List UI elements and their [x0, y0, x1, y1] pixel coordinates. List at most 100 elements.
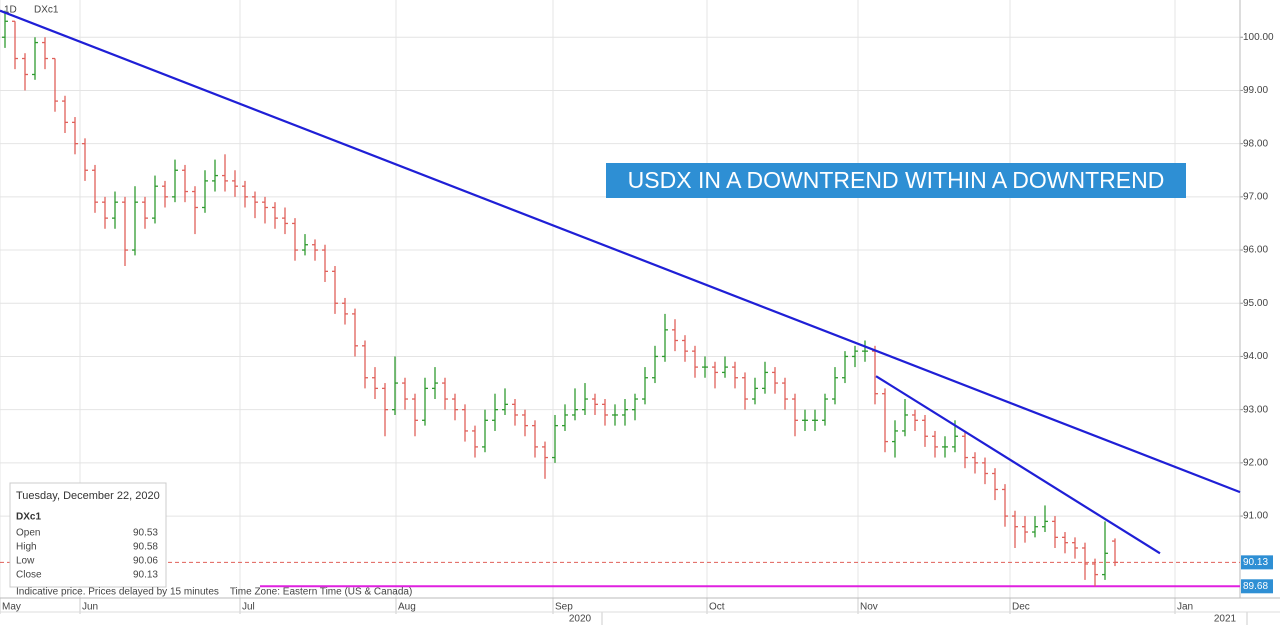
ohlc-bar: [522, 409, 528, 437]
x-tick-label: Sep: [555, 602, 573, 613]
ohlc-bar: [202, 170, 208, 213]
ohlc-bar: [862, 340, 868, 362]
ohlc-bar: [382, 383, 388, 437]
ohlc-bar: [622, 399, 628, 426]
ohlc-bar: [512, 399, 518, 426]
ohlc-bar: [672, 319, 678, 352]
ohlc-bar: [1062, 532, 1068, 554]
ohlc-bar: [192, 186, 198, 235]
ohlc-bar: [352, 308, 358, 357]
ohlc-bar: [12, 20, 18, 70]
ohlc-bar: [902, 399, 908, 437]
ohlc-bar: [32, 37, 38, 80]
ohlc-bar: [532, 420, 538, 458]
ohlc-bar: [922, 414, 928, 447]
ohlc-bar: [62, 95, 68, 134]
ohlc-bar: [642, 367, 648, 405]
ohlc-bar: [1112, 538, 1118, 567]
ohlc-bar: [552, 414, 558, 463]
tooltip-date: Tuesday, December 22, 2020: [16, 490, 160, 502]
ohlc-bar: [832, 367, 838, 405]
ohlc-bar: [72, 117, 78, 155]
tooltip-value: 90.53: [133, 528, 158, 539]
annotation: USDX IN A DOWNTREND WITHIN A DOWNTREND: [628, 167, 1165, 193]
ohlc-bar: [392, 356, 398, 415]
ohlc-bar: [302, 234, 308, 256]
ohlc-bar: [1002, 484, 1008, 527]
ohlc-bar: [592, 393, 598, 415]
ohlc-bar: [772, 367, 778, 394]
ohlc-bar: [662, 313, 668, 362]
ohlc-bar: [322, 244, 328, 282]
ohlc-bar: [232, 170, 238, 197]
x-tick-label: Nov: [860, 602, 878, 613]
ohlc-bar: [132, 186, 138, 256]
ohlc-bar: [802, 409, 808, 431]
y-tick-label: 95.00: [1243, 298, 1268, 309]
annotation-box: [606, 163, 1186, 198]
ohlc-bar: [262, 196, 268, 224]
ohlc-bar: [402, 377, 408, 410]
ohlc-bar: [1022, 516, 1028, 543]
ohlc-bar: [912, 409, 918, 431]
ohlc-bar: [502, 388, 508, 415]
x-tick-label: Jun: [82, 602, 98, 613]
y-tick-label: 91.00: [1243, 511, 1268, 522]
ohlc-bar: [462, 404, 468, 442]
x-tick-label: Jul: [242, 602, 255, 613]
ohlc-bar: [92, 164, 98, 213]
ohlc-bar: [482, 409, 488, 453]
ohlc-bar: [842, 351, 848, 384]
year-tick-label: 2021: [1214, 614, 1237, 625]
ohlc-bar: [1042, 505, 1048, 533]
ohlc-bar: [182, 164, 188, 203]
tooltip-field: Close: [16, 570, 42, 581]
ohlc-bar: [472, 425, 478, 458]
level-label: 90.13: [1243, 557, 1268, 568]
ohlc-bar: [492, 393, 498, 431]
level-tag: [1241, 579, 1273, 594]
ohlc-bar: [652, 345, 658, 384]
ohlc-bar: [942, 436, 948, 458]
ohlc-bar: [442, 377, 448, 410]
tooltip-symbol: DXc1: [16, 512, 41, 523]
ohlc-bar: [742, 372, 748, 410]
ohlc-bar: [272, 202, 278, 229]
ohlc-bar: [632, 393, 638, 421]
ohlc-bar: [542, 441, 548, 479]
ohlc-bar: [432, 367, 438, 400]
ohlc-bar: [962, 430, 968, 469]
ohlc-bar: [422, 377, 428, 426]
x-tick-label: Oct: [709, 602, 725, 613]
ohlc-bar: [222, 154, 228, 192]
ohlc-bar: [852, 345, 858, 368]
y-tick-label: 93.00: [1243, 404, 1268, 415]
ohlc-bar: [732, 361, 738, 389]
ohlc-bar: [992, 468, 998, 501]
ohlc-bar: [812, 409, 818, 431]
ohlc-bar: [102, 196, 108, 229]
ohlc-bar: [242, 180, 248, 208]
footer: Indicative price. Prices delayed by 15 m…: [16, 587, 412, 598]
level-label: 89.68: [1243, 581, 1268, 592]
y-tick-label: 96.00: [1243, 245, 1268, 256]
x-tick-label: May: [2, 602, 21, 613]
ohlc-bar: [142, 196, 148, 229]
ohlc-bar: [932, 430, 938, 458]
tooltip-value: 90.06: [133, 556, 158, 567]
y-tick-label: 98.00: [1243, 138, 1268, 149]
ohlc-bar: [702, 356, 708, 378]
trendline: [875, 375, 1161, 555]
ohlc-bar: [892, 420, 898, 458]
ohlc-bar: [1072, 537, 1078, 559]
ohlc-bar: [342, 297, 348, 325]
tooltip-field: High: [16, 542, 37, 553]
ohlc-bar: [162, 180, 168, 208]
ohlc-bar: [212, 159, 218, 192]
ohlc-bar: [152, 175, 158, 224]
tooltip-field: Open: [16, 528, 40, 539]
x-tick-label: Dec: [1012, 602, 1030, 613]
tooltip-value: 90.13: [133, 570, 158, 581]
ohlc-bar: [372, 367, 378, 400]
ohlc-bar: [1102, 521, 1108, 580]
